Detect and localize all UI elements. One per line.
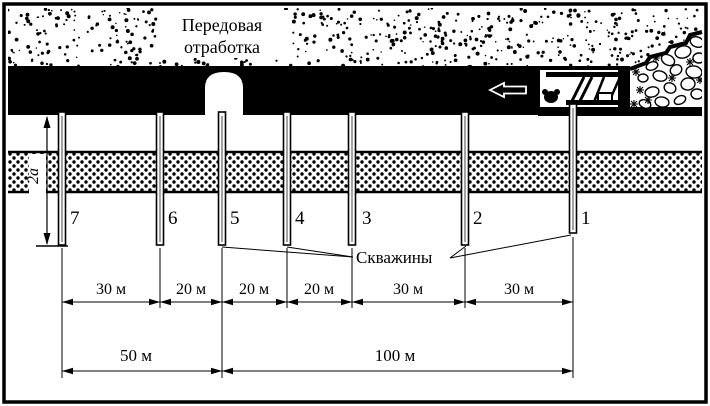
borehole: 4	[282, 111, 305, 246]
dimension-label: 30 м	[96, 281, 126, 298]
boreholes-group: 7 6 5 4 3 2 1	[57, 103, 591, 246]
borehole: 1	[568, 103, 591, 234]
overworked-rock-region: Передовая отработка	[8, 8, 702, 69]
dimension-label: 20 м	[176, 281, 206, 298]
borehole-number: 3	[362, 208, 372, 229]
borehole-number: 7	[70, 208, 80, 229]
borehole: 6	[155, 111, 178, 246]
dimension-label: 30 м	[393, 281, 423, 298]
dimension-arrowheads	[62, 367, 573, 375]
caving-boundary-line	[629, 30, 703, 71]
region-label-line2: отработка	[184, 37, 260, 57]
borehole-number: 5	[230, 208, 240, 229]
borehole-number: 2	[473, 208, 483, 229]
boreholes-callout: Скважины	[221, 234, 572, 267]
boreholes-label: Скважины	[356, 248, 433, 267]
dimension-label: 30 м	[504, 281, 534, 298]
drill-rig-icon	[542, 72, 622, 105]
dimension-label: 20 м	[239, 281, 269, 298]
borehole-number: 6	[168, 208, 178, 229]
dimension-label: 100 м	[375, 346, 416, 365]
dimension-label: 20 м	[304, 281, 334, 298]
upper-dimension-chain: 30 м 20 м 20 м 20 м 30 м 30 м	[62, 281, 573, 306]
drift-arch-opening	[205, 72, 243, 115]
lower-dimension-chain: 50 м 100 м	[62, 346, 573, 375]
dimension-label: 50 м	[120, 346, 152, 365]
extension-lines	[61, 237, 574, 378]
rubble-texture	[630, 36, 702, 109]
borehole: 5	[217, 111, 240, 246]
borehole: 7	[57, 111, 80, 246]
borehole-number: 4	[295, 208, 305, 229]
stipple-texture	[8, 8, 702, 69]
dimension-arrowheads	[62, 298, 573, 306]
label-backing	[160, 10, 290, 58]
caved-goaf-region	[629, 30, 703, 109]
advance-direction-arrow-icon	[487, 81, 527, 99]
borehole-number: 1	[581, 208, 591, 229]
vertical-dim-label: 2a	[25, 168, 42, 184]
region-label-line1: Передовая	[182, 15, 262, 35]
borehole: 3	[347, 111, 372, 246]
coal-seam-band	[8, 66, 702, 116]
borehole: 2	[460, 111, 483, 246]
vertical-dimension: 2a	[25, 116, 68, 247]
